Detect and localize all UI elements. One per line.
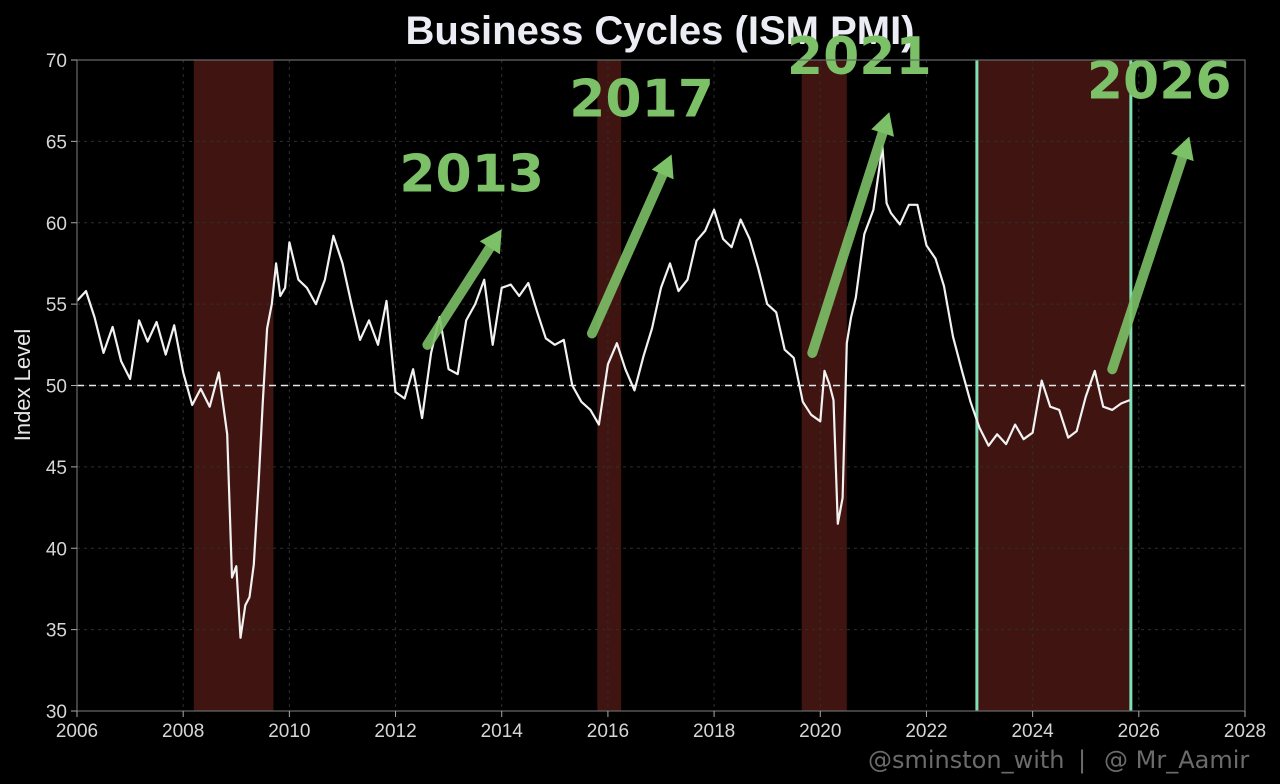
y-tick-label-60: 60	[46, 214, 67, 235]
annotation-labels: 2013 2017 2021 2026	[399, 27, 1231, 204]
annotation-arrows	[422, 112, 1194, 375]
x-tick-label-2020: 2020	[799, 721, 841, 742]
x-tick-label-2022: 2022	[905, 721, 947, 742]
y-tick-label-65: 65	[46, 132, 67, 153]
x-tick-label-2016: 2016	[587, 721, 629, 742]
x-tick-label-2010: 2010	[268, 721, 310, 742]
y-axis-label: Index Level	[10, 329, 35, 442]
annotation-label-2017: 2017	[569, 69, 714, 129]
y-ticks: 30 35 40 45 50 55 60 65 70	[46, 51, 77, 723]
cycle-markers	[975, 60, 1133, 711]
y-tick-label-45: 45	[46, 458, 67, 479]
x-tick-label-2008: 2008	[162, 721, 204, 742]
x-tick-label-2018: 2018	[693, 721, 735, 742]
watermark-right: @ Mr_Aamir	[1104, 746, 1249, 774]
arrow-shaft-2017	[586, 169, 668, 339]
x-tick-label-2028: 2028	[1224, 721, 1266, 742]
x-tick-label-2006: 2006	[56, 721, 98, 742]
y-tick-label-70: 70	[46, 51, 67, 72]
x-tick-label-2024: 2024	[1011, 721, 1054, 742]
y-tick-label-55: 55	[46, 295, 67, 316]
pmi-series	[76, 145, 1131, 639]
arrow-head-2017	[651, 154, 674, 180]
y-tick-label-50: 50	[46, 377, 67, 398]
arrow-shaft-2013	[422, 242, 495, 350]
x-tick-label-2026: 2026	[1118, 721, 1160, 742]
y-tick-label-40: 40	[46, 539, 67, 560]
annotation-label-2021: 2021	[787, 27, 932, 87]
annotation-label-2026: 2026	[1087, 51, 1232, 111]
arrow-head-2026	[1171, 136, 1194, 162]
x-ticks: 2006 2008 2010 2012 2014 2016 2018 2020 2022 2024…	[56, 711, 1266, 742]
x-tick-label-2014: 2014	[481, 721, 524, 742]
y-tick-label-35: 35	[46, 621, 67, 642]
watermark-separator: |	[1078, 746, 1086, 774]
arrow-head-2021	[871, 112, 894, 137]
arrow-shaft-2026	[1107, 152, 1188, 375]
arrow-shaft-2021	[807, 128, 888, 358]
annotation-label-2013: 2013	[399, 144, 544, 204]
y-tick-label-30: 30	[46, 702, 67, 723]
pmi-line	[76, 145, 1131, 639]
x-tick-label-2012: 2012	[374, 721, 416, 742]
arrow-head-2013	[479, 229, 502, 255]
chart-title: Business Cycles (ISM PMI)	[405, 9, 914, 53]
watermark-left: @sminston_with	[868, 746, 1065, 774]
